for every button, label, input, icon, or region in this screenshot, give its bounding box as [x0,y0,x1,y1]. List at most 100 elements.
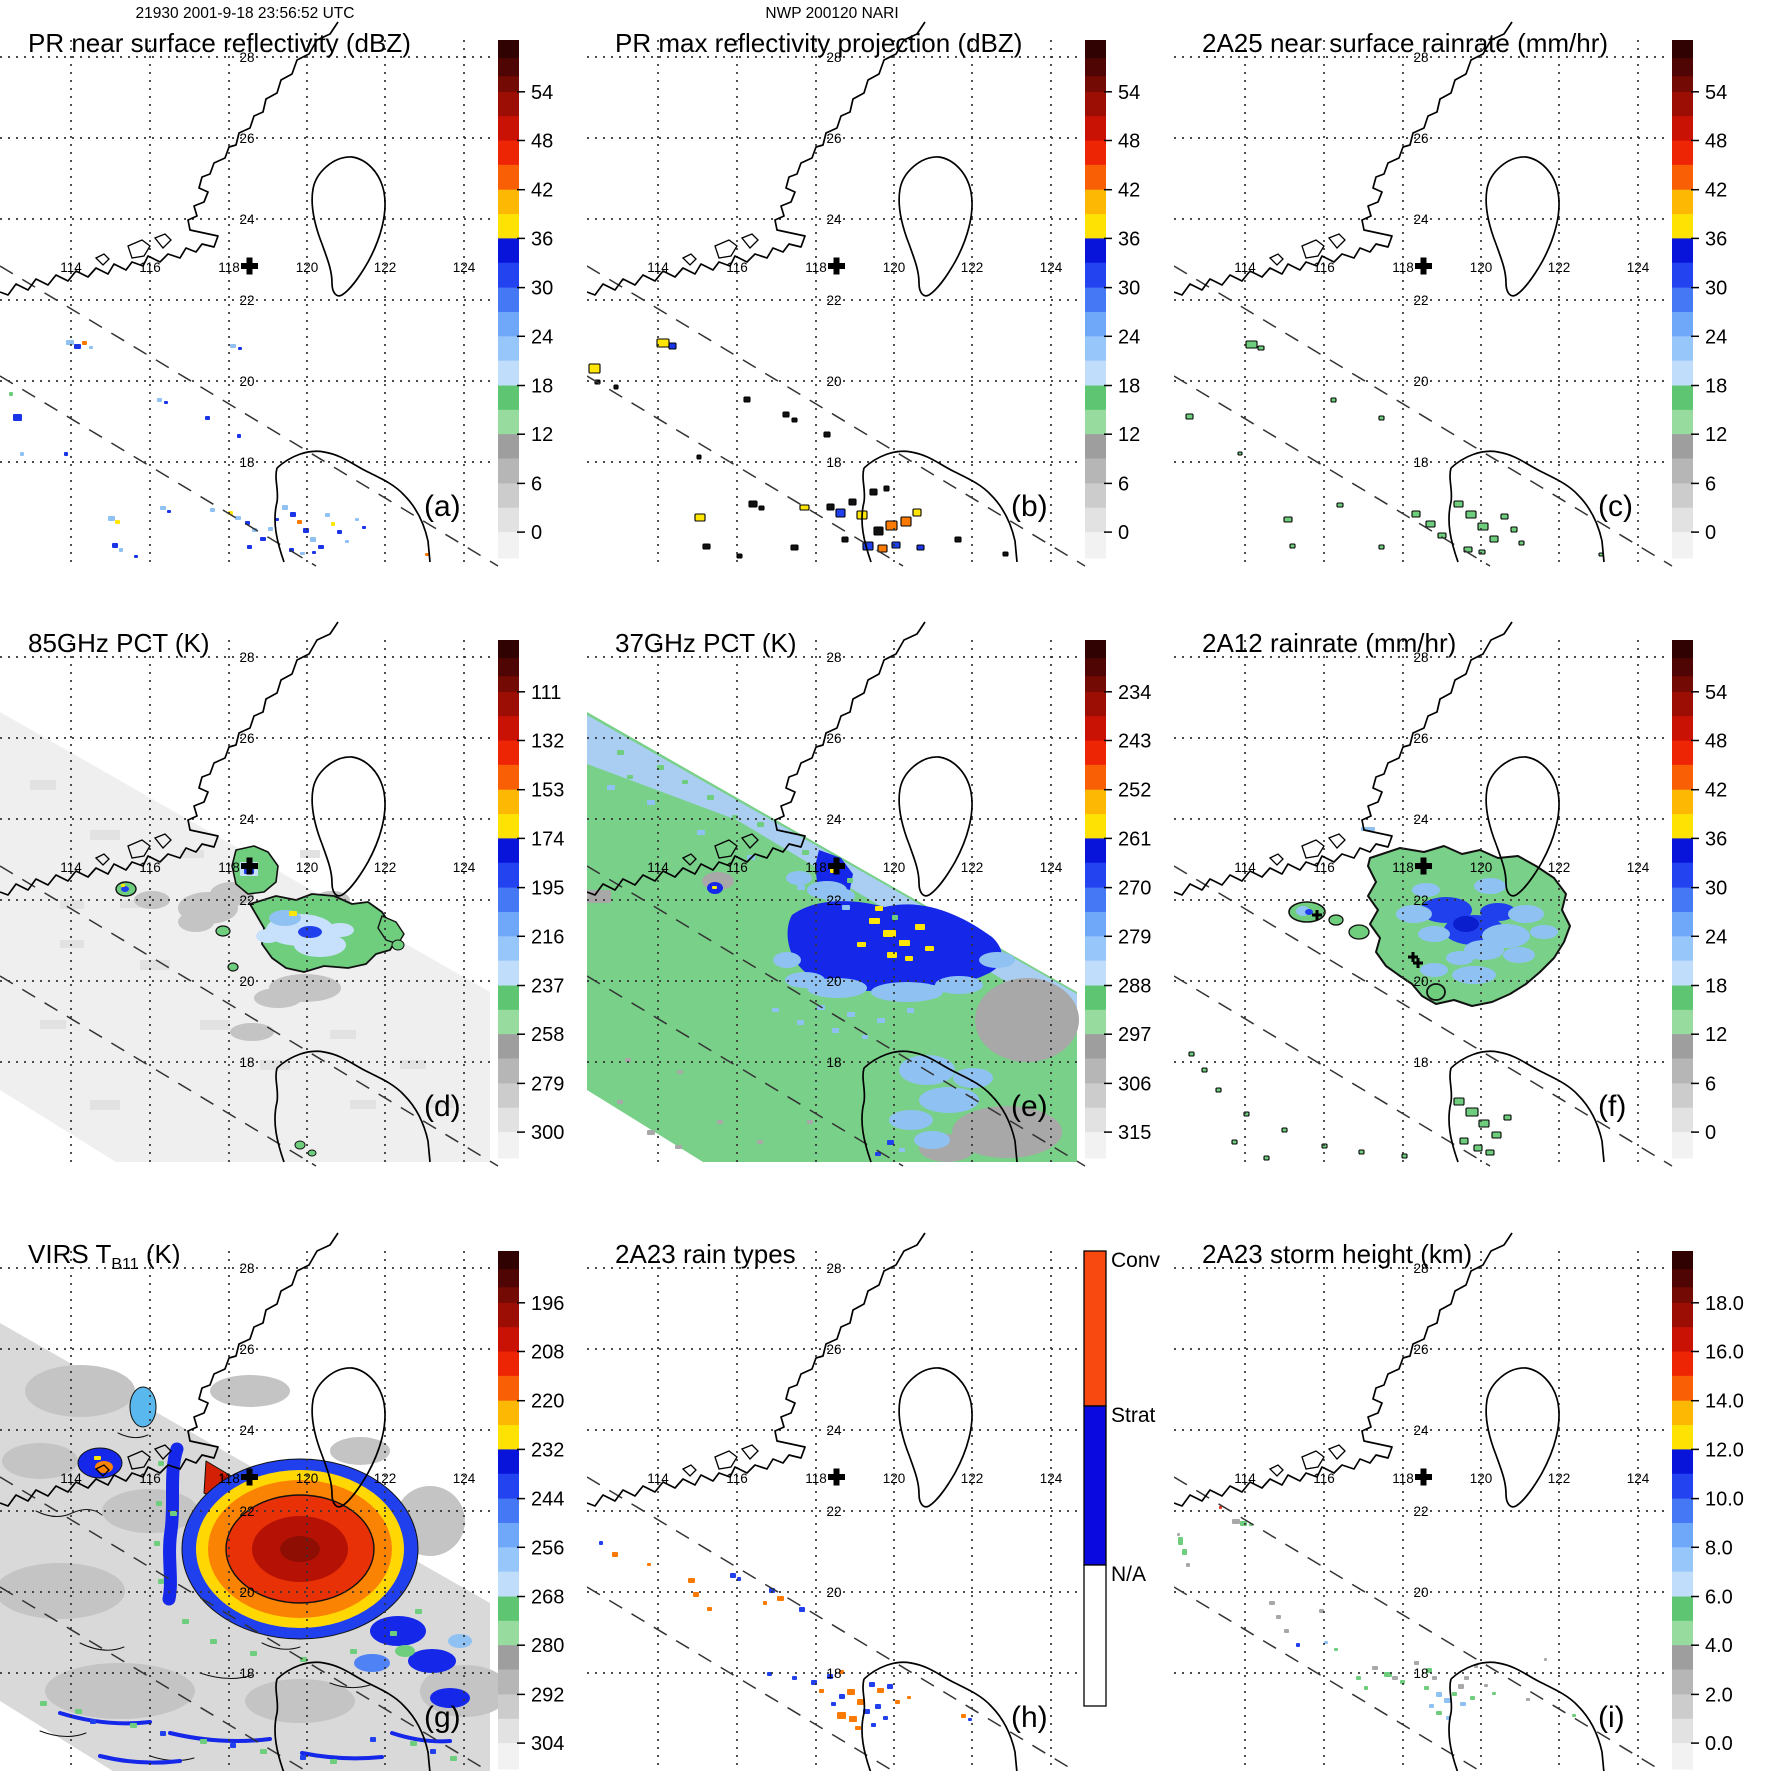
data-speck [647,1130,655,1135]
colorbar-segment [1672,1620,1693,1646]
data-speck [260,537,266,541]
data-blob [45,1663,195,1719]
colorbar-segment [1085,287,1106,313]
texture-patch [120,900,142,908]
data-speck [772,1008,779,1012]
data-speck [869,1682,875,1687]
data-speck [1336,502,1344,508]
colorbar-segment [1085,1107,1106,1133]
colorbar-tick-label: 243 [1118,730,1151,752]
lon-label: 114 [60,860,82,875]
colorbar-segment [1672,658,1693,677]
coastline-islet [1301,1450,1325,1470]
colorbar-segment [1672,116,1693,142]
data-blob [280,1536,320,1562]
colorbar-segment [1085,76,1106,93]
data-speck [66,340,74,345]
colorbar-segment [498,1425,519,1450]
colorbar-segment [498,1251,519,1270]
data-speck [20,452,24,456]
data-blob [1420,963,1448,977]
colorbar-tick-label: 304 [531,1733,564,1755]
colorbar-tick-label: 216 [531,926,564,948]
coastline-islet [740,833,759,849]
panel-d-canvas: 114 116 118 120 122 124 28 26 24 22 20 18 85GHz PCT … [0,621,564,1167]
data-speck [312,551,316,554]
colorbar-segment [1672,40,1693,59]
colorbar-segment [1672,214,1693,239]
data-speck [1231,1139,1238,1145]
data-blob [807,881,847,899]
data-speck [210,1639,217,1644]
coastline-islet [153,233,172,249]
data-speck [1436,1692,1442,1697]
swath-edge-line [586,975,904,1167]
colorbar-tick-label: 279 [531,1073,564,1095]
data-speck [247,545,252,549]
data-contour [39,1730,87,1737]
data-blob [430,1688,470,1708]
data-speck [9,392,13,396]
colorbar-tick-label: 256 [531,1537,564,1559]
lat-label: 18 [239,1666,254,1681]
colorbar-tick-label: 18.0 [1705,1293,1744,1315]
colorbar-segment [1085,1034,1106,1060]
coastline-taiwan [898,1367,973,1508]
data-speck [1269,1601,1275,1605]
colorbar-tick-label: 153 [531,780,564,802]
colorbar-segment [498,116,519,142]
data-blob [787,901,1002,991]
colorbar-class-n-a [1083,1564,1107,1707]
data-speck [160,506,166,510]
colorbar-segment [1672,76,1693,93]
colorbar-tick-label: 30 [1705,878,1727,900]
colorbar-tick-label: 0 [1118,522,1129,544]
data-blob [354,1654,390,1672]
coastline-islet [681,853,697,866]
data-contour [117,1432,149,1439]
colorbar-tick-label: 10.0 [1705,1489,1744,1511]
colorbar-segment [1085,532,1106,559]
data-speck [1459,1137,1469,1145]
data-speck [1356,1676,1361,1680]
colorbar-tick-label: 18 [531,376,553,398]
lat-label: 26 [1413,1342,1428,1357]
colorbar-tick-label: 6 [1705,473,1716,495]
panel-letter: (h) [1011,1701,1048,1734]
data-speck [617,750,624,755]
texture-patch [430,1100,454,1108]
lat-label: 24 [239,1423,255,1438]
colorbar-class-label: Strat [1111,1404,1156,1427]
colorbar-segment [1085,911,1106,937]
texture-patch [260,1060,290,1070]
data-speck [757,1140,763,1144]
colorbar-tick-label: 306 [1118,1073,1151,1095]
colorbar-tick-label: 132 [531,730,564,752]
swath-edge-line [0,375,317,567]
colorbar-segment [498,1287,519,1304]
data-blob [773,952,801,968]
data-speck [130,1723,137,1728]
colorbar-tick-label: 111 [531,682,561,704]
data-speck [1572,1714,1576,1717]
colorbar-tick-label: 208 [531,1341,564,1363]
colorbar-segment [498,1107,519,1133]
colorbar-segment [1672,1669,1693,1696]
data-speck [877,1018,885,1023]
colorbar-segment [498,1269,519,1288]
swath-edge-line [0,1586,308,1771]
colorbar-segment [1672,1287,1693,1304]
coastline-luzon [274,1661,431,1771]
data-speck [883,485,890,492]
colorbar-segment [498,1400,519,1426]
colorbar-segment [1672,887,1693,913]
lat-label: 22 [239,293,254,308]
lon-label: 114 [647,860,669,875]
colorbar-segment [498,238,519,264]
data-speck [330,1759,337,1764]
data-blob [25,1365,135,1417]
data-speck [912,508,922,517]
colorbar-tick-label: 0 [1705,1122,1716,1144]
data-speck [1281,1127,1288,1133]
colorbar-segment [1085,838,1106,864]
